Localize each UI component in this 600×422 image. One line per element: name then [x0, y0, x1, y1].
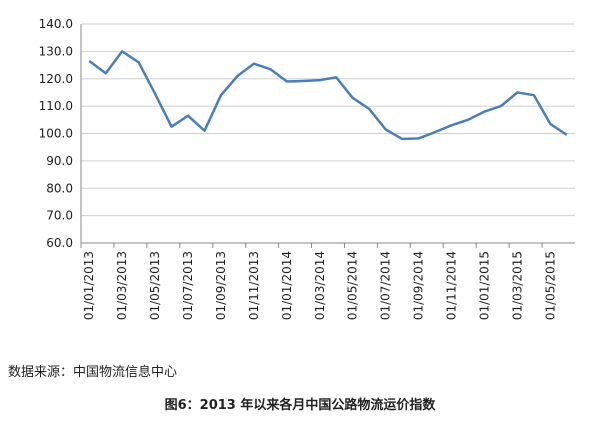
y-tick-label: 140.0 [39, 17, 73, 31]
x-tick-label: 01/05/2015 [543, 251, 557, 320]
caption: 图6：2013 年以来各月中国公路物流运价指数 [165, 397, 437, 413]
y-tick-label: 130.0 [39, 44, 73, 58]
x-tick-label: 01/03/2013 [115, 251, 129, 320]
x-tick-label: 01/01/2014 [280, 251, 294, 320]
x-tick-label: 01/03/2015 [510, 251, 524, 320]
y-tick-label: 80.0 [46, 181, 73, 195]
x-tick-label: 01/03/2014 [313, 251, 327, 320]
y-tick-label: 100.0 [39, 127, 73, 141]
x-tick-label: 01/11/2013 [247, 251, 261, 320]
y-tick-label: 110.0 [39, 99, 73, 113]
x-tick-label: 01/07/2014 [379, 251, 393, 320]
source-note: 数据来源：中国物流信息中心 [8, 364, 177, 380]
y-tick-label: 120.0 [39, 72, 73, 86]
data-line [88, 50, 568, 141]
y-tick-label: 90.0 [46, 154, 73, 168]
x-tick-label: 01/09/2014 [412, 251, 426, 320]
x-tick-label: 01/01/2015 [477, 251, 491, 320]
x-tick-label: 01/09/2013 [214, 251, 228, 320]
x-tick-label: 01/11/2014 [445, 251, 459, 320]
y-tick-label: 60.0 [46, 236, 73, 250]
x-tick-label: 01/05/2014 [346, 251, 360, 320]
x-tick-label: 01/01/2013 [82, 251, 96, 320]
y-tick-label: 70.0 [46, 209, 73, 223]
x-tick-label: 01/07/2013 [181, 251, 195, 320]
x-tick-label: 01/05/2013 [148, 251, 162, 320]
